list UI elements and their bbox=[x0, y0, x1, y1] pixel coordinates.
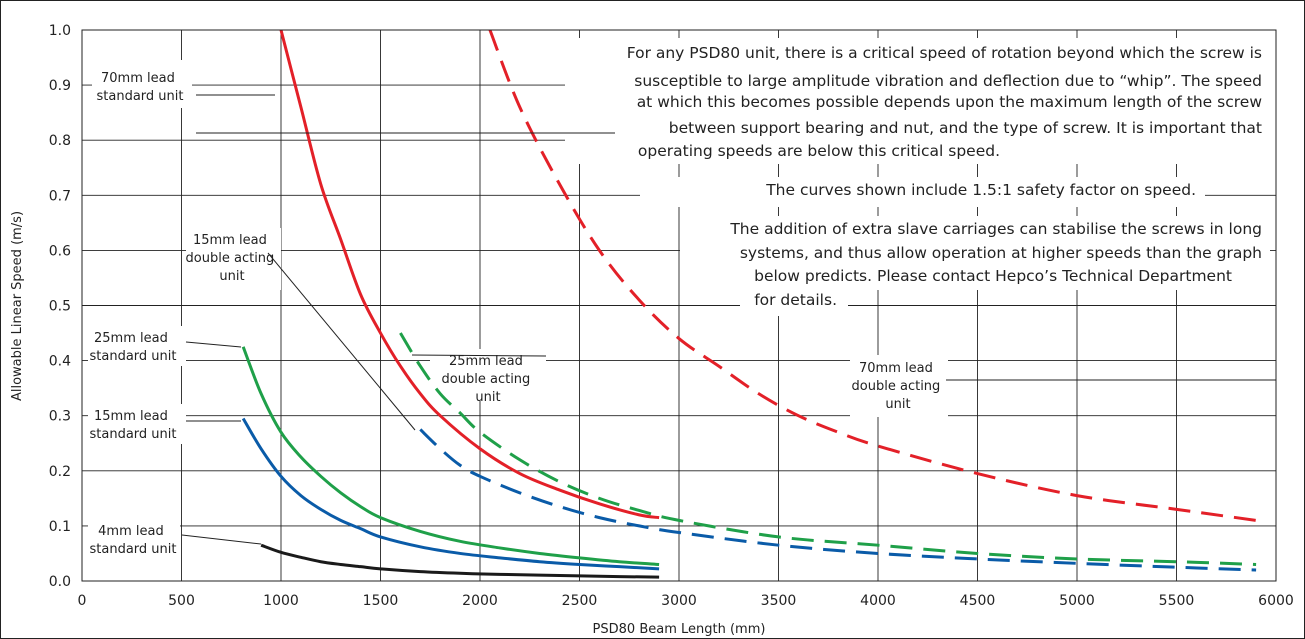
note-line-1: For any PSD80 unit, there is a critical … bbox=[627, 44, 1262, 62]
leader-line bbox=[411, 354, 547, 357]
label-background bbox=[640, 177, 1205, 207]
label-background bbox=[92, 60, 192, 108]
series-layer bbox=[241, 29, 1257, 579]
y-tick-label: 0.6 bbox=[49, 243, 71, 259]
y-tick-label: 0.9 bbox=[49, 78, 71, 94]
annotation-25mm-double: 25mm lead double acting unit bbox=[442, 354, 535, 405]
annotation-15mm-double: 15mm lead double acting unit bbox=[186, 233, 279, 284]
note-line-3: at which this becomes possible depends u… bbox=[637, 93, 1263, 111]
series-4mm-lead-standard-unit bbox=[260, 543, 660, 579]
series-70mm-lead-standard-unit bbox=[279, 29, 660, 520]
leader-line bbox=[185, 341, 242, 348]
y-tick-label: 0.4 bbox=[49, 354, 71, 370]
series-70mm-lead-double-acting-unit bbox=[488, 29, 1257, 522]
label-backgrounds bbox=[88, 38, 1277, 559]
x-tick-label: 2500 bbox=[562, 593, 598, 609]
x-tick-label: 3500 bbox=[761, 593, 797, 609]
series-25mm-lead-standard-unit bbox=[241, 346, 660, 566]
note-line-2: susceptible to large amplitude vibration… bbox=[634, 72, 1262, 90]
annotation-15mm-standard: 15mm lead standard unit bbox=[90, 409, 177, 442]
label-background bbox=[88, 326, 186, 366]
x-tick-label: 2000 bbox=[462, 593, 498, 609]
leader-line bbox=[267, 252, 416, 431]
x-tick-label: 1500 bbox=[363, 593, 399, 609]
note-line-8: systems, and thus allow operation at hig… bbox=[740, 244, 1262, 262]
label-background bbox=[565, 38, 1277, 164]
label-background bbox=[680, 216, 1270, 290]
plot-border bbox=[81, 29, 1277, 582]
note-line-7: The addition of extra slave carriages ca… bbox=[729, 220, 1262, 238]
leader-line bbox=[181, 534, 262, 545]
y-tick-label: 1.0 bbox=[49, 23, 71, 39]
note-line-5: operating speeds are below this critical… bbox=[638, 142, 1000, 160]
series-15mm-lead-standard-unit bbox=[241, 417, 660, 571]
x-tick-label: 3000 bbox=[661, 593, 697, 609]
y-tick-label: 0.8 bbox=[49, 133, 71, 149]
label-background bbox=[850, 355, 948, 417]
x-tick-label: 5500 bbox=[1159, 593, 1195, 609]
label-background bbox=[740, 290, 848, 316]
label-background bbox=[186, 228, 281, 290]
tick-labels: 0 500 1000 1500 2000 2500 3000 3500 4000 4500 5000… bbox=[49, 23, 1294, 609]
x-tick-label: 4000 bbox=[860, 593, 896, 609]
x-axis-title: PSD80 Beam Length (mm) bbox=[593, 622, 766, 637]
x-tick-label: 5000 bbox=[1059, 593, 1095, 609]
leader-lines bbox=[181, 94, 1276, 545]
label-background bbox=[430, 349, 546, 401]
series-25mm-lead-double-acting-unit bbox=[399, 332, 1257, 566]
note-line-10: for details. bbox=[754, 291, 837, 309]
label-background bbox=[88, 404, 186, 444]
annotation-70mm-double: 70mm lead double acting unit bbox=[852, 361, 945, 412]
note-line-9: below predicts. Please contact Hepco’s T… bbox=[754, 267, 1232, 285]
note-line-4: between support bearing and nut, and the… bbox=[669, 119, 1262, 137]
x-tick-label: 4500 bbox=[960, 593, 996, 609]
series-15mm-lead-double-acting-unit bbox=[419, 428, 1257, 572]
note-line-6: The curves shown include 1.5:1 safety fa… bbox=[765, 181, 1196, 199]
label-background bbox=[88, 519, 180, 559]
x-tick-label: 6000 bbox=[1258, 593, 1294, 609]
y-tick-label: 0.1 bbox=[49, 519, 71, 535]
y-tick-label: 0.0 bbox=[49, 574, 71, 590]
y-tick-label: 0.5 bbox=[49, 299, 71, 315]
x-tick-label: 500 bbox=[168, 593, 195, 609]
y-tick-label: 0.7 bbox=[49, 188, 71, 204]
annotation-70mm-standard: 70mm lead standard unit bbox=[97, 71, 184, 104]
y-tick-label: 0.3 bbox=[49, 409, 71, 425]
annotation-4mm-standard: 4mm lead standard unit bbox=[90, 524, 177, 557]
x-tick-label: 0 bbox=[78, 593, 87, 609]
y-tick-label: 0.2 bbox=[49, 464, 71, 480]
y-axis-title: Allowable Linear Speed (m/s) bbox=[10, 211, 25, 401]
annotation-25mm-standard: 25mm lead standard unit bbox=[90, 331, 177, 364]
x-tick-label: 1000 bbox=[263, 593, 299, 609]
